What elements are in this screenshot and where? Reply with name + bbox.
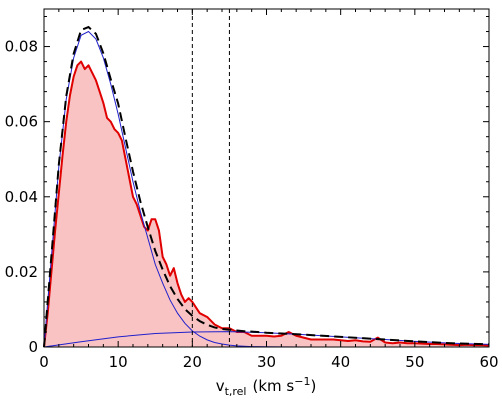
series-layer — [43, 25, 490, 348]
x-tick-label: 0 — [39, 353, 49, 371]
y-tick-label: 0 — [28, 338, 38, 356]
x-axis-label-subscript: t,rel — [225, 385, 247, 398]
x-axis-label-main: v — [216, 377, 225, 395]
x-tick-label: 60 — [479, 353, 498, 371]
x-tick-label: 20 — [183, 353, 202, 371]
y-tick-label: 0.04 — [5, 188, 38, 206]
y-tick-label: 0.06 — [5, 113, 38, 131]
x-tick-label: 40 — [331, 353, 350, 371]
x-axis-label-close: ) — [310, 377, 316, 395]
x-axis-label-units: (km s — [253, 377, 295, 395]
x-axis-label-exponent: −1 — [294, 375, 310, 388]
total-fit-curve — [43, 25, 490, 348]
vertical-lines-layer — [191, 9, 230, 347]
y-tick-label: 0.08 — [5, 38, 38, 56]
tick-labels-layer: 0 10 20 30 40 50 60 0 0.02 0.04 0.06 0.08 — [5, 38, 499, 371]
ticks-layer — [43, 9, 490, 348]
x-axis-label: vt,rel (km s−1) — [216, 375, 317, 398]
y-tick-label: 0.02 — [5, 263, 38, 281]
x-tick-label: 50 — [405, 353, 424, 371]
histogram-fill — [44, 61, 489, 347]
x-tick-label: 10 — [109, 353, 128, 371]
histogram-line — [43, 60, 490, 348]
x-tick-label: 30 — [257, 353, 276, 371]
